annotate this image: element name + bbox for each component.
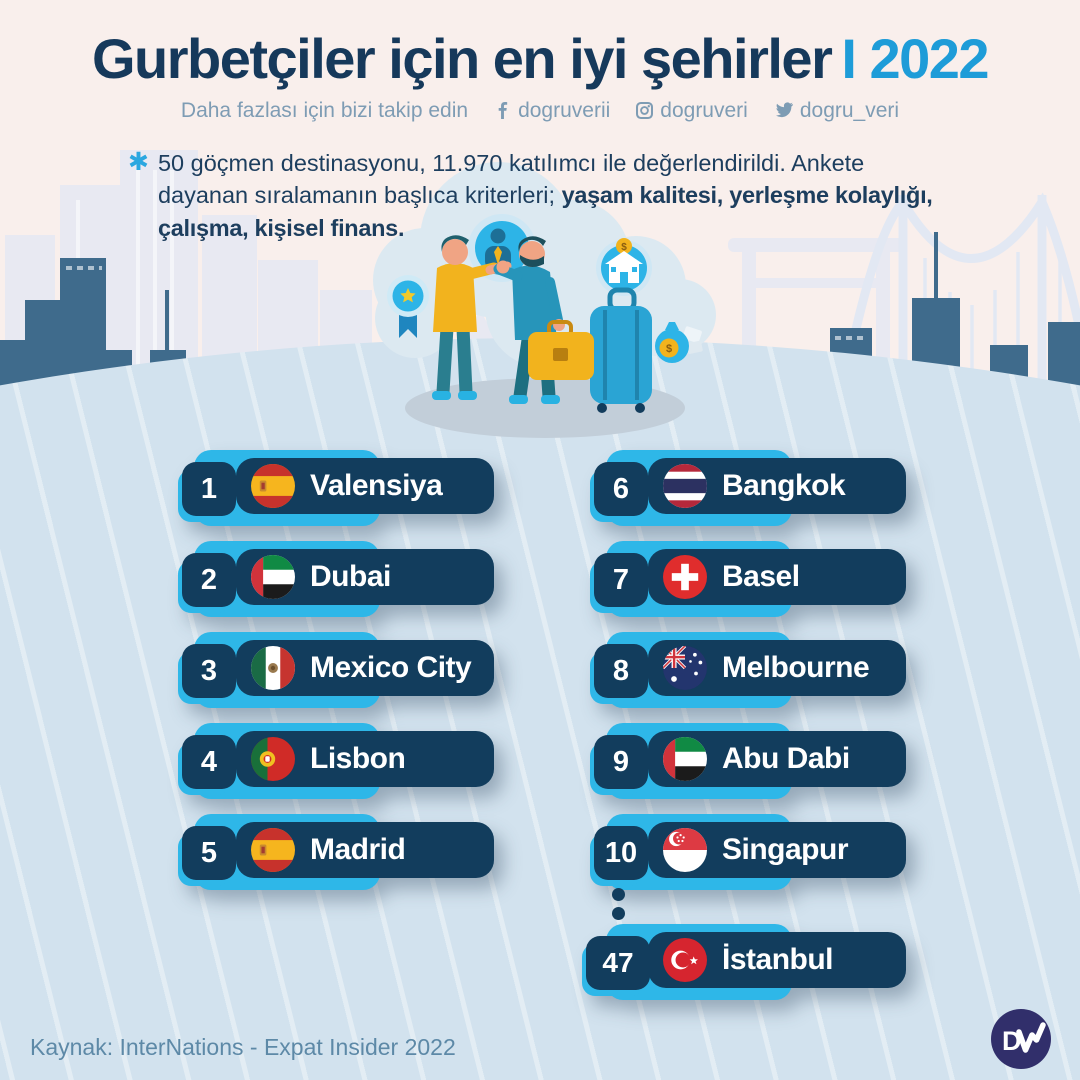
city-name: Lisbon <box>310 742 406 775</box>
person-left <box>432 235 512 400</box>
rank-row-10: Singapur 10 <box>594 814 906 890</box>
rank-number: 4 <box>182 735 236 789</box>
city-name: Singapur <box>722 833 849 866</box>
city-pill: İstanbul <box>648 932 906 988</box>
city-pill: Madrid <box>236 822 494 878</box>
svg-text:$: $ <box>621 242 627 253</box>
spain-flag-icon <box>251 828 295 872</box>
uae-flag-icon <box>251 555 295 599</box>
money-bag-icon: $ <box>655 322 703 363</box>
rank-number: 5 <box>182 826 236 880</box>
rank-row-7: Basel 7 <box>594 541 906 617</box>
rank-row-5: Madrid 5 <box>182 814 494 890</box>
rank-row-2: Dubai 2 <box>182 541 494 617</box>
title-year: I 2022 <box>841 27 989 90</box>
mexico-flag-icon <box>251 646 295 690</box>
instagram-icon <box>636 102 654 120</box>
suitcase-icon <box>590 287 652 413</box>
twitter-icon <box>775 102 793 118</box>
facebook-handle: dogruverii <box>518 98 611 122</box>
city-name: Dubai <box>310 560 391 593</box>
briefcase-icon <box>528 320 594 380</box>
house-money-icon: $ <box>596 238 652 296</box>
city-pill: Valensiya <box>236 458 494 514</box>
uae-flag-icon <box>663 737 707 781</box>
city-name: İstanbul <box>722 943 834 976</box>
rank-row-9: Abu Dabi 9 <box>594 723 906 799</box>
rank-number: 9 <box>594 735 648 789</box>
city-name: Basel <box>722 560 800 593</box>
city-name: Bangkok <box>722 469 846 502</box>
city-name: Abu Dabi <box>722 742 850 775</box>
city-name: Mexico City <box>310 651 472 684</box>
city-name: Valensiya <box>310 469 443 502</box>
header: Gurbetçiler için en iyi şehirler I 2022 D… <box>0 27 1080 123</box>
city-pill: Melbourne <box>648 640 906 696</box>
city-pill: Singapur <box>648 822 906 878</box>
rank-number: 2 <box>182 553 236 607</box>
rank-row-8: Melbourne 8 <box>594 632 906 708</box>
city-pill: Bangkok <box>648 458 906 514</box>
turkey-flag-icon <box>663 938 707 982</box>
city-pill: Basel <box>648 549 906 605</box>
city-pill: Mexico City <box>236 640 494 696</box>
award-badge-icon <box>387 275 429 338</box>
title-text: Gurbetçiler için en iyi şehirler <box>91 27 833 90</box>
methodology-note: ✱ 50 göçmen destinasyonu, 11.970 katılım… <box>128 147 952 244</box>
rank-number: 3 <box>182 644 236 698</box>
city-name: Madrid <box>310 833 406 866</box>
rank-number: 10 <box>594 826 648 880</box>
thailand-flag-icon <box>663 464 707 508</box>
city-pill: Abu Dabi <box>648 731 906 787</box>
twitter-link[interactable]: dogru_veri <box>774 99 899 123</box>
rank-number: 47 <box>586 936 650 990</box>
city-name: Melbourne <box>722 651 870 684</box>
twitter-handle: dogru_veri <box>799 98 900 122</box>
source-credit: Kaynak: InterNations - Expat Insider 202… <box>30 1034 456 1060</box>
follow-text: Daha fazlası için bizi takip edin <box>180 98 469 122</box>
instagram-link[interactable]: dogruveri <box>636 99 748 123</box>
handshake-illustration: $ $ <box>373 162 716 438</box>
rank-number: 1 <box>182 462 236 516</box>
follow-row: Daha fazlası için bizi takip edin dogruv… <box>0 99 1080 123</box>
rank-row-1: Valensiya 1 <box>182 450 494 526</box>
spain-flag-icon <box>251 464 295 508</box>
rank-row-47: İstanbul 47 <box>586 924 906 1000</box>
rank-row-6: Bangkok 6 <box>594 450 906 526</box>
rank-number: 6 <box>594 462 648 516</box>
australia-flag-icon <box>663 646 707 690</box>
portugal-flag-icon <box>251 737 295 781</box>
singapore-flag-icon <box>663 828 707 872</box>
rank-row-4: Lisbon 4 <box>182 723 494 799</box>
city-pill: Lisbon <box>236 731 494 787</box>
dogru-veri-logo: D <box>990 1008 1052 1070</box>
asterisk-icon: ✱ <box>128 148 149 176</box>
switzerland-flag-icon <box>663 555 707 599</box>
svg-text:$: $ <box>666 343 672 355</box>
instagram-handle: dogruveri <box>660 98 748 122</box>
facebook-link[interactable]: dogruverii <box>494 99 610 123</box>
note-text: 50 göçmen destinasyonu, 11.970 katılımcı… <box>157 150 933 241</box>
page-title: Gurbetçiler için en iyi şehirler I 2022 <box>0 27 1080 90</box>
rank-row-3: Mexico City 3 <box>182 632 494 708</box>
dv-logo-icon: D <box>991 1009 1051 1069</box>
rank-number: 7 <box>594 553 648 607</box>
facebook-icon <box>498 102 508 120</box>
city-pill: Dubai <box>236 549 494 605</box>
rank-number: 8 <box>594 644 648 698</box>
